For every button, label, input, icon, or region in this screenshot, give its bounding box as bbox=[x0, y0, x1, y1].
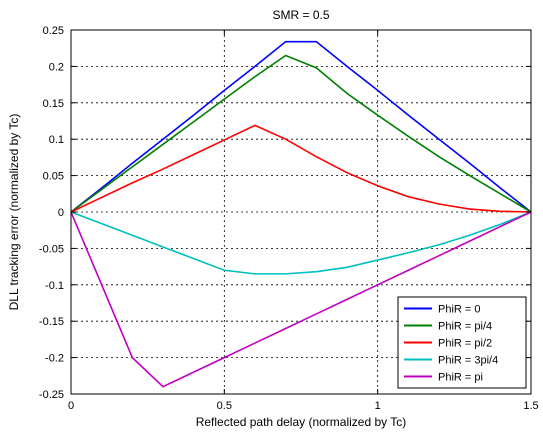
legend-label: PhiR = pi/4 bbox=[438, 321, 492, 333]
y-tick-label: -0.25 bbox=[39, 389, 64, 401]
series-lines bbox=[70, 40, 532, 388]
chart-title: SMR = 0.5 bbox=[272, 8, 329, 22]
series-line bbox=[70, 211, 532, 388]
x-axis-title: Reflected path delay (normalized by Tc) bbox=[196, 415, 407, 429]
y-tick-label: 0.2 bbox=[49, 61, 64, 73]
legend-label: PhiR = 0 bbox=[438, 304, 481, 316]
y-tick-label: 0 bbox=[58, 207, 64, 219]
x-tick-label: 1.5 bbox=[523, 400, 538, 412]
y-tick-label: -0.1 bbox=[45, 280, 64, 292]
x-tick-label: 1 bbox=[375, 400, 381, 412]
series-line bbox=[70, 54, 532, 213]
series-line bbox=[70, 124, 532, 213]
y-tick-label: 0.15 bbox=[43, 98, 64, 110]
y-tick-label: -0.05 bbox=[39, 243, 64, 255]
series-line bbox=[70, 40, 532, 213]
axis-ticks: 0 0.5 1 1.5 -0.25 -0.2 -0.15 -0.1 -0.05 0 0.05 0.1 0… bbox=[39, 25, 539, 412]
legend-label: PhiR = 3pi/4 bbox=[438, 355, 498, 367]
x-tick-label: 0.5 bbox=[217, 400, 232, 412]
legend: PhiR = 0 PhiR = pi/4 PhiR = pi/2 PhiR = 3pi… bbox=[397, 296, 527, 389]
legend-label: PhiR = pi/2 bbox=[438, 338, 492, 350]
y-tick-label: 0.05 bbox=[43, 171, 64, 183]
legend-label: PhiR = pi bbox=[438, 372, 483, 384]
y-tick-label: 0.25 bbox=[43, 25, 64, 37]
y-tick-label: -0.2 bbox=[45, 353, 64, 365]
series-line bbox=[70, 211, 532, 275]
y-tick-label: 0.1 bbox=[49, 134, 64, 146]
y-axis-title: DLL tracking error (normalized by Tc) bbox=[7, 114, 21, 311]
x-tick-label: 0 bbox=[68, 400, 74, 412]
y-tick-label: -0.15 bbox=[39, 316, 64, 328]
